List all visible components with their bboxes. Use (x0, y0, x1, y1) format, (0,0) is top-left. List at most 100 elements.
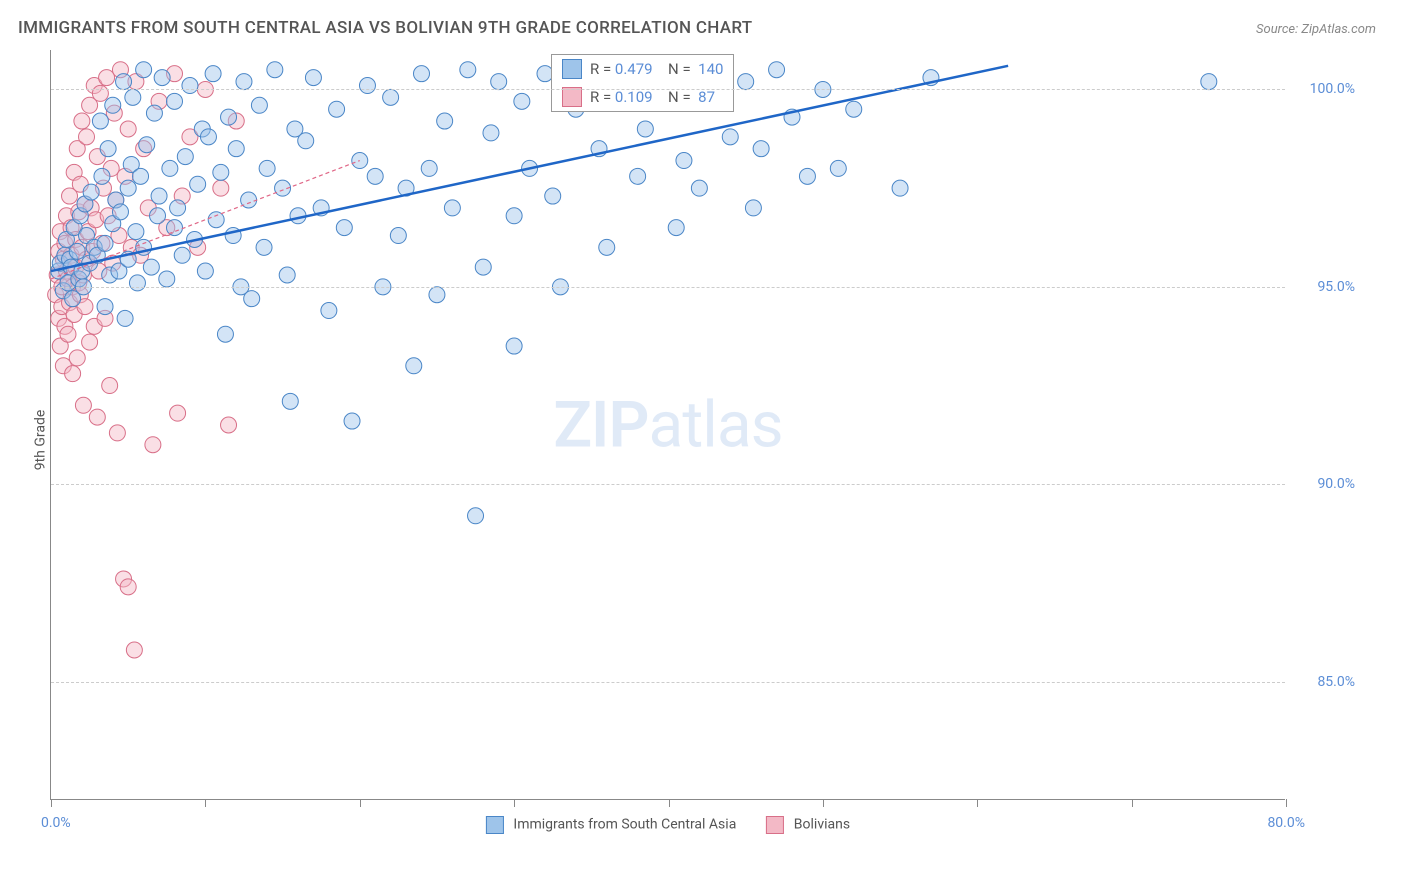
grid-line (51, 287, 1285, 288)
data-point (429, 287, 445, 303)
data-point (437, 113, 453, 129)
data-point (745, 200, 761, 216)
data-point (120, 180, 136, 196)
data-point (722, 129, 738, 145)
data-point (151, 188, 167, 204)
data-point (336, 220, 352, 236)
data-point (120, 579, 136, 595)
data-point (182, 78, 198, 94)
legend-item-series1: Immigrants from South Central Asia (486, 816, 736, 834)
y-tick-label: 85.0% (1295, 674, 1355, 690)
x-min-label: 0.0% (41, 815, 71, 831)
data-point (506, 338, 522, 354)
data-point (205, 66, 221, 82)
stat-swatch (562, 59, 582, 79)
data-point (120, 121, 136, 137)
y-axis-label: 9th Grade (32, 410, 48, 471)
legend-label-series2: Bolivians (794, 817, 850, 833)
data-point (221, 417, 237, 433)
data-point (279, 267, 295, 283)
data-point (74, 113, 90, 129)
data-point (60, 326, 76, 342)
stat-box: R = 0.479 N = 140R = 0.109 N = 87 (551, 54, 734, 112)
data-point (170, 405, 186, 421)
x-tick (1132, 799, 1133, 807)
data-point (208, 212, 224, 228)
data-point (444, 200, 460, 216)
data-point (236, 74, 252, 90)
plot-area: ZIPatlas R = 0.479 N = 140R = 0.109 N = … (50, 50, 1285, 800)
grid-line (51, 484, 1285, 485)
data-point (170, 200, 186, 216)
data-point (94, 168, 110, 184)
data-point (691, 180, 707, 196)
data-point (753, 141, 769, 157)
data-point (483, 125, 499, 141)
data-point (65, 366, 81, 382)
data-point (105, 97, 121, 113)
data-point (599, 239, 615, 255)
x-tick (977, 799, 978, 807)
data-point (83, 184, 99, 200)
data-point (146, 105, 162, 121)
data-point (251, 97, 267, 113)
data-point (298, 133, 314, 149)
data-point (228, 141, 244, 157)
data-point (506, 208, 522, 224)
data-point (367, 168, 383, 184)
y-tick-label: 90.0% (1295, 476, 1355, 492)
data-point (244, 291, 260, 307)
data-point (344, 413, 360, 429)
legend-swatch-pink (766, 816, 784, 834)
data-point (213, 164, 229, 180)
data-point (79, 129, 95, 145)
data-point (421, 160, 437, 176)
data-point (159, 271, 175, 287)
legend-swatch-blue (486, 816, 504, 834)
data-point (92, 85, 108, 101)
stat-n: N = 87 (661, 88, 715, 106)
chart-title: IMMIGRANTS FROM SOUTH CENTRAL ASIA VS BO… (18, 18, 752, 38)
data-point (112, 204, 128, 220)
grid-line (51, 682, 1285, 683)
stat-row: R = 0.109 N = 87 (552, 83, 733, 111)
data-point (139, 137, 155, 153)
data-point (491, 74, 507, 90)
data-point (102, 378, 118, 394)
data-point (174, 247, 190, 263)
data-point (799, 168, 815, 184)
data-point (143, 259, 159, 275)
data-point (100, 141, 116, 157)
x-tick (51, 799, 52, 807)
data-point (69, 350, 85, 366)
trend-line (51, 66, 1008, 271)
x-tick (823, 799, 824, 807)
data-point (329, 101, 345, 117)
data-point (69, 243, 85, 259)
legend-label-series1: Immigrants from South Central Asia (513, 817, 736, 833)
chart-container: 9th Grade ZIPatlas R = 0.479 N = 140R = … (50, 50, 1370, 830)
data-point (92, 113, 108, 129)
x-tick (1286, 799, 1287, 807)
data-point (256, 239, 272, 255)
y-tick-label: 100.0% (1295, 81, 1355, 97)
data-point (128, 224, 144, 240)
data-point (109, 425, 125, 441)
data-point (267, 62, 283, 78)
data-point (116, 74, 132, 90)
data-point (213, 180, 229, 196)
data-point (1201, 74, 1217, 90)
data-point (846, 101, 862, 117)
data-point (177, 149, 193, 165)
x-max-label: 80.0% (1267, 815, 1305, 831)
data-point (637, 121, 653, 137)
stat-row: R = 0.479 N = 140 (552, 55, 733, 83)
data-point (359, 78, 375, 94)
data-point (406, 358, 422, 374)
data-point (125, 89, 141, 105)
data-point (197, 263, 213, 279)
scatter-svg (51, 50, 1286, 800)
data-point (167, 93, 183, 109)
legend-bottom: Immigrants from South Central Asia Boliv… (486, 816, 850, 834)
data-point (892, 180, 908, 196)
